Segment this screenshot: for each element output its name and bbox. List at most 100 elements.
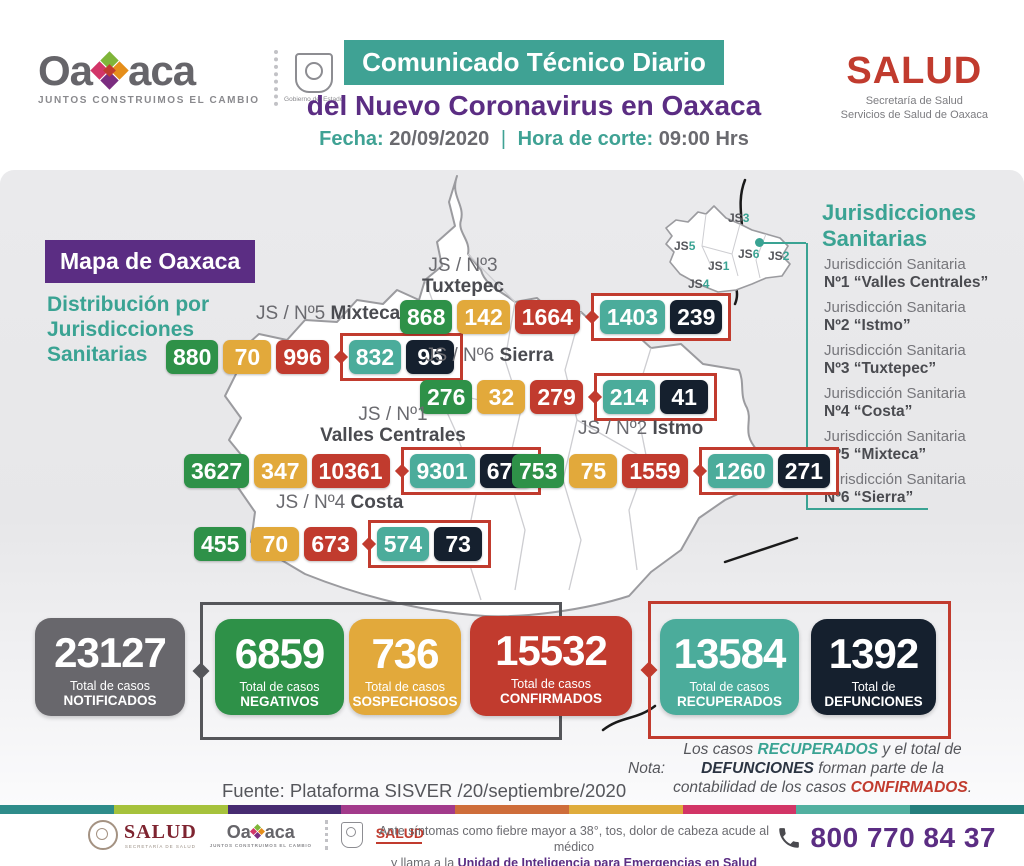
outcomes-outline-box <box>648 601 951 739</box>
mini-label-js3: JS3 <box>728 211 750 225</box>
mini-label-js6: JS6 <box>738 247 760 261</box>
legend-connector-dot <box>755 238 764 247</box>
legend-bracket-horizontal <box>806 508 928 510</box>
pair-recuperados-defunciones: 832 95 <box>339 333 464 381</box>
count-recuperados: 574 <box>376 527 430 561</box>
count-defunciones: 73 <box>434 527 483 561</box>
dotted-separator <box>324 820 328 850</box>
count-negativos: 868 <box>400 300 453 334</box>
date-line: Fecha: 20/09/2020 | Hora de corte: 09:00… <box>288 128 780 151</box>
federal-salud-logo: SALUD SECRETARÍA DE SALUD <box>88 820 197 850</box>
footer-oaxaca-logo: Oa aca JUNTOS CONSTRUIMOS EL CAMBIO <box>209 821 312 848</box>
hora-label: Hora de corte: <box>517 128 654 150</box>
pair-recuperados-defunciones: 1260 271 <box>698 447 840 495</box>
count-sospechosos: 75 <box>569 454 618 488</box>
jurisdiction-group-istmo: 753 75 1559 1260 271 <box>512 447 840 495</box>
legend-item-6: Jurisdicción Sanitaria Nº6 “Sierra” <box>824 471 966 506</box>
uies-highlight: Unidad de Inteligencia para Emergencias … <box>457 856 758 866</box>
pair-recuperados-defunciones: 1403 239 <box>590 293 732 341</box>
pinwheel-icon <box>249 823 265 839</box>
source-line: Fuente: Plataforma SISVER /20/septiembre… <box>222 780 627 801</box>
wordmark-pre: Oa <box>38 47 93 94</box>
count-defunciones: 95 <box>406 340 455 374</box>
salud-sub1: Secretaría de Salud <box>865 95 963 107</box>
total-sospechosos-card: 736 Total de casos SOSPECHOSOS <box>349 619 461 715</box>
legend-title: Jurisdicciones Sanitarias <box>822 200 977 251</box>
count-sospechosos: 70 <box>251 527 300 561</box>
label-tuxtepec: JS / Nº3 Tuxtepec <box>421 255 504 297</box>
nota-recuperados: RECUPERADOS <box>757 741 879 758</box>
brand-tagline: JUNTOS CONSTRUIMOS EL CAMBIO <box>38 95 260 106</box>
label-mixteca: JS / Nº5 Mixteca <box>256 303 401 324</box>
date-separator: | <box>500 128 507 150</box>
fecha-value: 20/09/2020 <box>389 128 490 150</box>
legend-item-2: Jurisdicción Sanitaria Nº2 “Istmo” <box>824 299 966 334</box>
footer-message: Ante síntomas como fiebre mayor a 38°, t… <box>378 823 770 866</box>
color-stripe <box>0 805 1024 814</box>
count-negativos: 753 <box>512 454 565 488</box>
salud-logo: SALUD Secretaría de Salud Servicios de S… <box>841 52 988 122</box>
count-confirmados: 279 <box>530 380 583 414</box>
count-defunciones: 239 <box>670 300 723 334</box>
pinwheel-icon <box>90 51 129 90</box>
count-negativos: 3627 <box>184 454 250 488</box>
count-defunciones: 41 <box>660 380 709 414</box>
count-sospechosos: 347 <box>254 454 307 488</box>
emblem-caption: Gobierno del Estado <box>284 96 344 103</box>
count-sospechosos: 70 <box>223 340 272 374</box>
pair-recuperados-defunciones: 214 41 <box>593 373 718 421</box>
header-title-block: Comunicado Técnico Diario del Nuevo Coro… <box>288 40 780 151</box>
count-confirmados: 1664 <box>514 300 580 334</box>
label-istmo: JS / Nº2 Istmo <box>578 418 704 439</box>
mini-label-js2: JS2 <box>768 249 790 263</box>
nota-block: Nota: Los casos RECUPERADOS y el total d… <box>628 740 1000 797</box>
nota-confirmados: CONFIRMADOS <box>850 779 968 796</box>
footer-message-line2: y llama a la Unidad de Inteligencia para… <box>378 855 770 866</box>
salud-sub2: Servicios de Salud de Oaxaca <box>840 109 988 121</box>
label-valles-centrales: JS / Nº1 Valles Centrales <box>320 404 466 446</box>
mini-label-js4: JS4 <box>688 277 710 291</box>
nota-defunciones: DEFUNCIONES <box>701 760 814 777</box>
wordmark-post: aca <box>128 47 196 94</box>
label-costa: JS / Nº4 Costa <box>276 492 404 513</box>
phone-number: 800 770 84 37 <box>810 822 996 853</box>
count-negativos: 455 <box>194 527 247 561</box>
footer-message-line1: Ante síntomas como fiebre mayor a 38°, t… <box>379 824 769 854</box>
legend-item-4: Jurisdicción Sanitaria Nº4 “Costa” <box>824 385 966 420</box>
count-recuperados: 214 <box>602 380 656 414</box>
count-sospechosos: 32 <box>477 380 526 414</box>
legend-item-3: Jurisdicción Sanitaria Nº3 “Tuxtepec” <box>824 342 966 377</box>
count-recuperados: 9301 <box>409 454 475 488</box>
total-notificados-card: 23127 Total de casos NOTIFICADOS <box>35 618 185 716</box>
jurisdiction-group-mixteca: 880 70 996 832 95 <box>166 333 464 381</box>
total-recuperados-card: 13584 Total de casos RECUPERADOS <box>660 619 799 715</box>
legend-item-1: Jurisdicción Sanitaria Nº1 “Valles Centra… <box>824 256 989 291</box>
nota-label: Nota: <box>628 760 666 777</box>
jurisdiction-group-valles-centrales: 3627 347 10361 9301 673 <box>184 447 542 495</box>
subtitle: del Nuevo Coronavirus en Oaxaca <box>306 90 762 121</box>
count-negativos: 880 <box>166 340 219 374</box>
hora-value: 09:00 Hrs <box>658 128 749 150</box>
jurisdictions-mini-map: JS5 JS3 JS1 JS6 JS2 JS4 <box>665 205 791 293</box>
dotted-separator <box>273 50 278 106</box>
footer: SALUD SECRETARÍA DE SALUD Oa aca JUNTOS … <box>0 814 1024 866</box>
oaxaca-gov-brand: Oa aca JUNTOS CONSTRUIMOS EL CAMBIO Gobi… <box>38 47 343 107</box>
count-recuperados: 1403 <box>599 300 666 334</box>
phone-icon <box>779 828 800 848</box>
count-sospechosos: 142 <box>457 300 510 334</box>
mini-label-js1: JS1 <box>708 259 730 273</box>
total-confirmados-card: 15532 Total de casos CONFIRMADOS <box>470 616 632 716</box>
map-panel: JS5 JS3 JS1 JS6 JS2 JS4 Jurisdicciones S… <box>0 170 1024 805</box>
gobierno-emblem-icon <box>340 822 363 848</box>
gobierno-emblem-icon: Gobierno del Estado <box>284 53 343 103</box>
legend-bracket-vertical <box>806 243 808 508</box>
seal-icon <box>88 820 118 850</box>
total-defunciones-card: 1392 Total de DEFUNCIONES <box>811 619 936 715</box>
salud-wordmark: SALUD <box>846 50 983 92</box>
count-confirmados: 1559 <box>622 454 688 488</box>
count-recuperados: 1260 <box>707 454 773 488</box>
oaxaca-logo: Oa aca JUNTOS CONSTRUIMOS EL CAMBIO <box>38 47 260 107</box>
map-badge: Mapa de Oaxaca <box>45 240 256 283</box>
count-negativos: 276 <box>420 380 473 414</box>
